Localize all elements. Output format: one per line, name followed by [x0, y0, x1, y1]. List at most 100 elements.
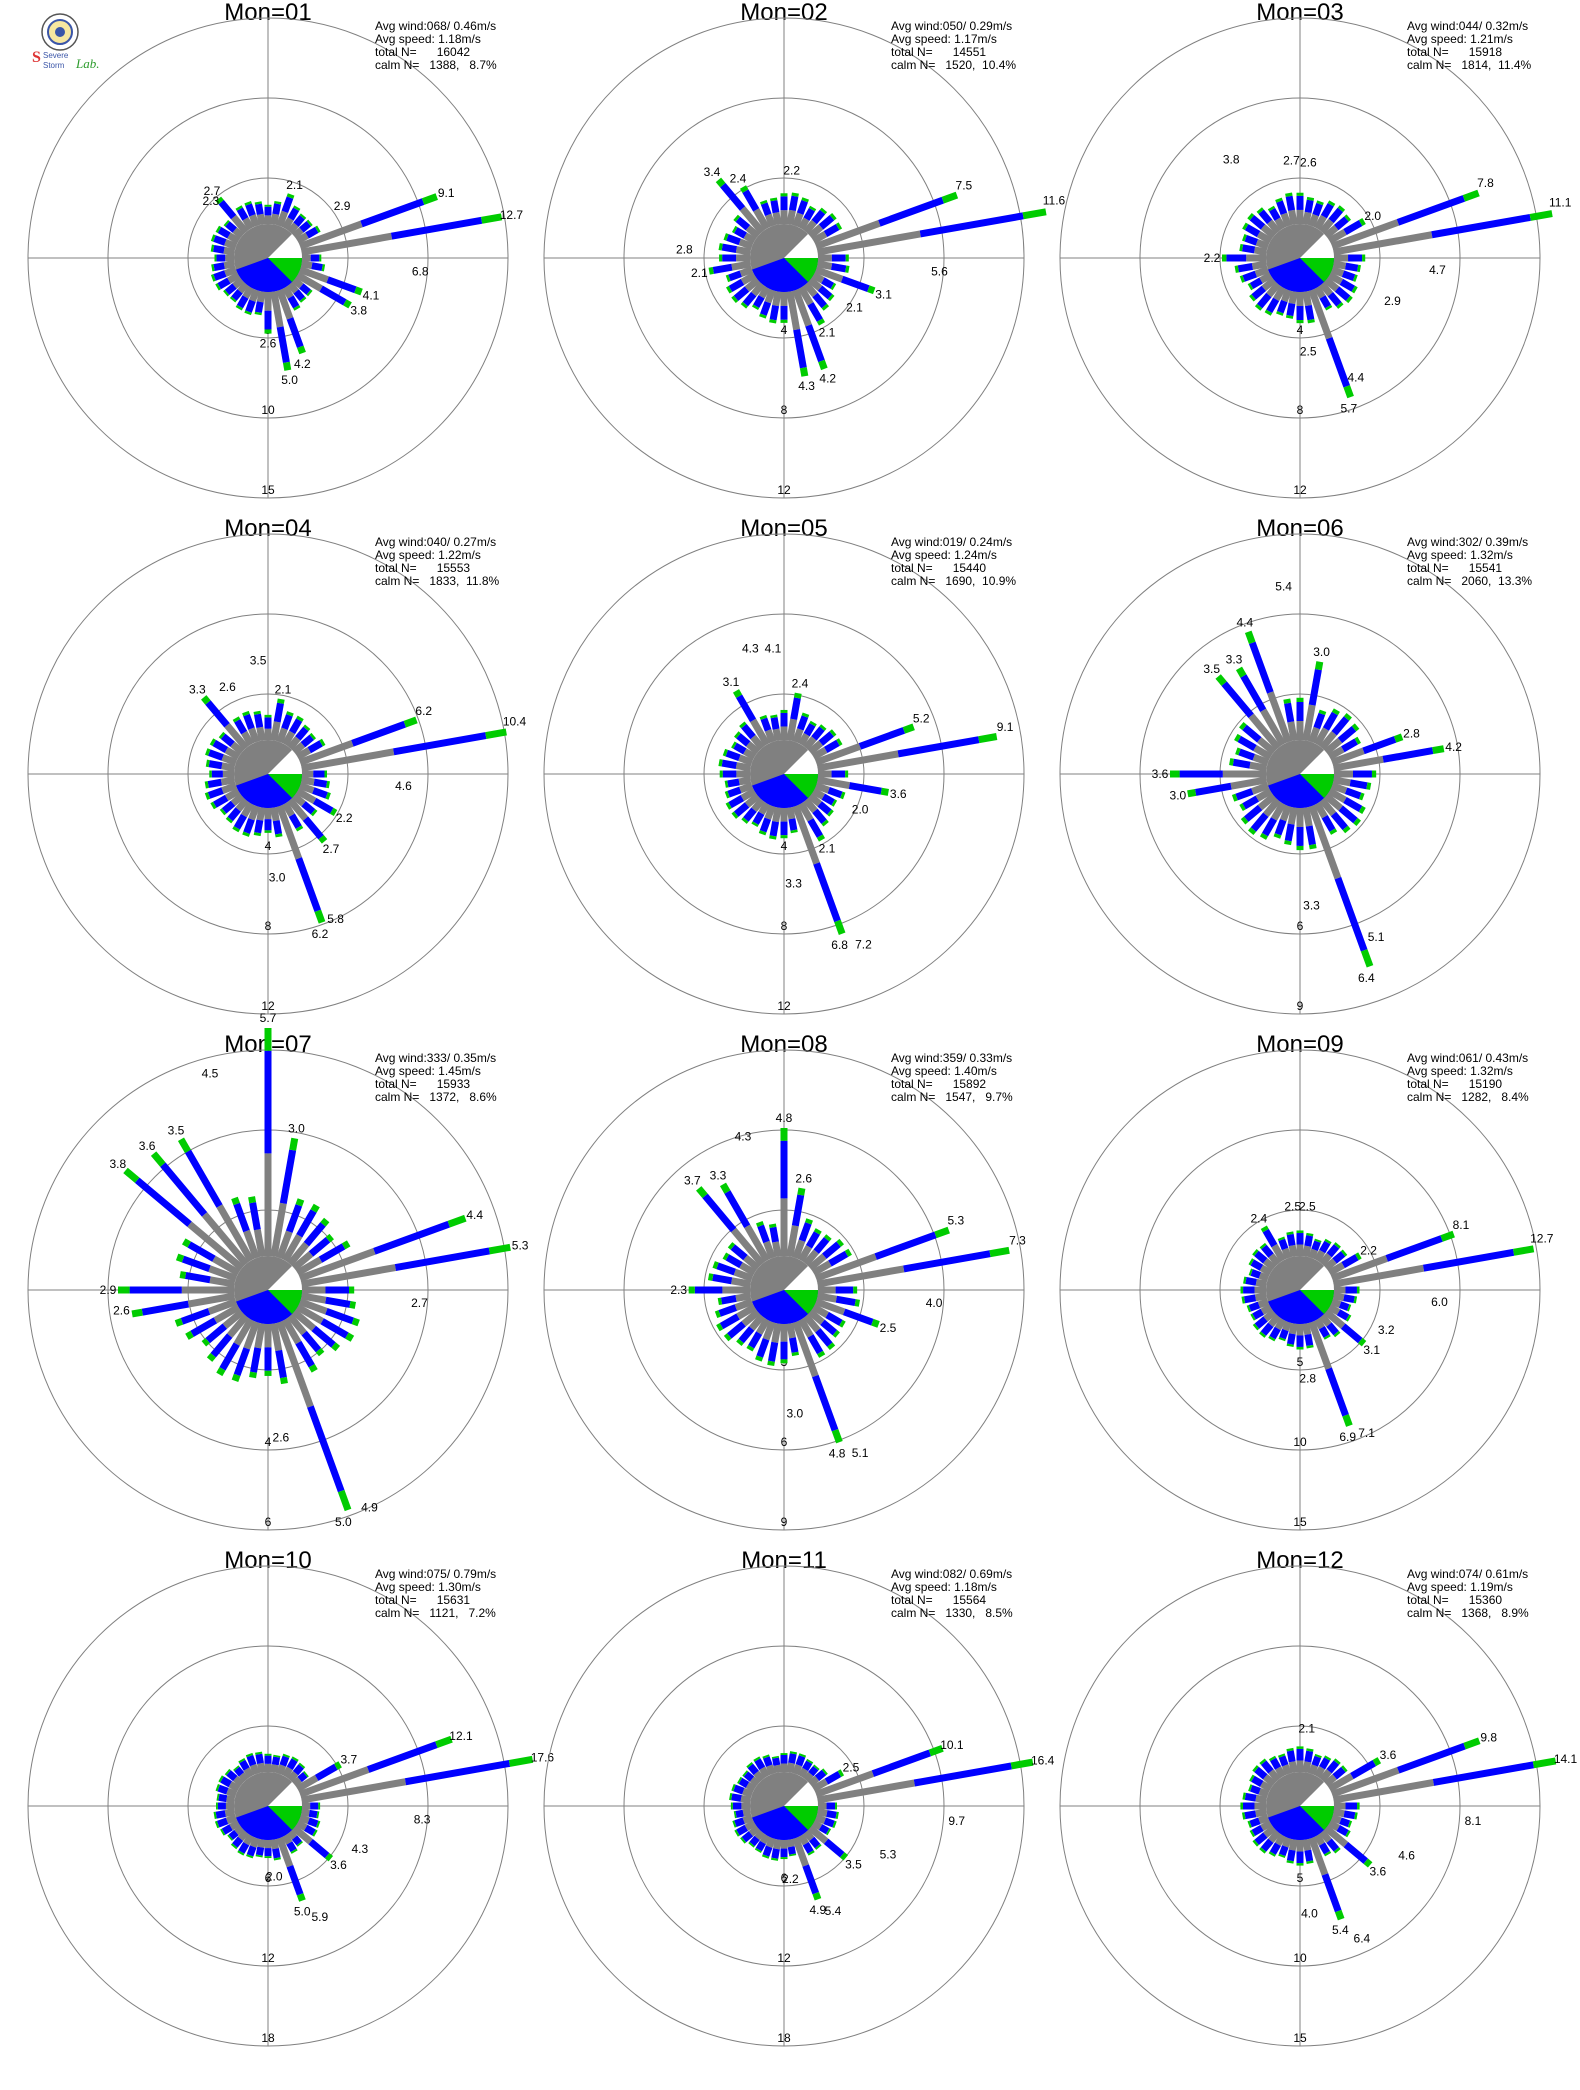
petal-segment-high — [821, 819, 829, 827]
petal-segment-mid — [919, 212, 1024, 238]
petal-segment-mid — [803, 722, 816, 737]
petal-segment-low — [1330, 266, 1345, 277]
petal-segment-low — [1287, 806, 1298, 825]
petal-value-label: 5.4 — [1275, 580, 1292, 594]
petal-segment-high — [1307, 319, 1315, 324]
petal-segment-low — [1259, 1780, 1273, 1793]
petal-segment-low — [764, 213, 776, 228]
petal-segment-high — [296, 1841, 303, 1847]
petal-segment-mid — [1313, 712, 1326, 730]
petal-segment-mid — [272, 820, 283, 835]
petal-segment-mid — [279, 1755, 290, 1767]
petal-segment-mid — [1343, 1810, 1356, 1820]
petal-value-label: 2.6 — [1300, 155, 1317, 169]
petal-segment-mid — [236, 207, 249, 221]
petal-segment-high — [941, 191, 959, 204]
petal-segment-low — [1260, 708, 1287, 747]
petal-value-label: 4.6 — [395, 779, 412, 793]
petal-segment-low — [1279, 804, 1292, 822]
petal-segment-low — [248, 727, 260, 744]
petal-segment-low — [221, 782, 238, 794]
petal-segment-mid — [141, 1300, 190, 1316]
petal-segment-mid — [1242, 270, 1258, 282]
petal-segment-high — [718, 759, 723, 767]
petal-segment-mid — [848, 782, 882, 795]
petal-segment-mid — [1305, 825, 1316, 846]
petal-segment-low — [226, 1795, 236, 1804]
petal-segment-mid — [303, 1824, 316, 1836]
petal-segment-mid — [187, 1241, 216, 1262]
petal-segment-low — [816, 260, 833, 270]
petal-value-label: 12.7 — [1530, 1232, 1554, 1246]
petal-segment-mid — [811, 209, 826, 225]
calm-wedge-white — [784, 1265, 818, 1290]
petal-segment-mid — [812, 1374, 839, 1432]
petal-segment-mid — [205, 700, 230, 728]
petal-segment-low — [209, 1276, 236, 1288]
petal-segment-mid — [733, 802, 750, 817]
petal-segment-high — [769, 319, 777, 324]
petal-segment-high — [719, 1182, 731, 1194]
petal-segment-mid — [1249, 1817, 1261, 1828]
petal-segment-mid — [823, 1838, 845, 1858]
petal-segment-low — [1313, 1766, 1326, 1779]
petal-segment-high — [201, 1337, 210, 1347]
petal-value-label: 2.1 — [1298, 1722, 1315, 1736]
petal-segment-high — [235, 304, 243, 311]
petal-segment-mid — [742, 291, 757, 307]
petal-segment-mid — [351, 720, 407, 747]
ring-label: 15 — [1293, 2031, 1307, 2045]
petal-segment-mid — [213, 270, 227, 281]
petal-segment-mid — [727, 1321, 746, 1339]
petal-segment-low — [1275, 1766, 1287, 1779]
petal-segment-high — [1318, 709, 1327, 716]
petal-segment-high — [731, 741, 737, 749]
lab-logo: S Severe Storm Lab. — [30, 10, 120, 80]
petal-segment-mid — [217, 226, 231, 239]
petal-segment-high — [310, 809, 318, 817]
petal-segment-mid — [760, 202, 772, 216]
petal-segment-mid — [752, 811, 765, 825]
petal-segment-low — [811, 1260, 832, 1277]
petal-value-label: 2.5 — [1300, 345, 1317, 359]
petal-segment-mid — [823, 739, 840, 753]
petal-segment-low — [1330, 219, 1400, 250]
petal-segment-mid — [796, 199, 808, 215]
petal-segment-mid — [1276, 200, 1288, 216]
petal-segment-high — [206, 1353, 216, 1362]
petal-segment-low — [772, 290, 782, 307]
petal-value-label: 5.1 — [1368, 930, 1385, 944]
petal-segment-mid — [1248, 1301, 1261, 1312]
petal-segment-high — [928, 1745, 944, 1757]
petal-segment-low — [750, 718, 771, 747]
petal-segment-high — [314, 909, 326, 924]
petal-segment-low — [224, 722, 249, 751]
petal-segment-low — [238, 1772, 249, 1783]
petal-segment-high — [1235, 747, 1241, 756]
petal-segment-mid — [802, 1760, 813, 1772]
stats-block: Avg wind:082/ 0.69m/s Avg speed: 1.18m/s t… — [891, 1568, 1013, 1620]
petal-segment-high — [246, 1854, 254, 1859]
stat-calm-n: calm N= 1372, 8.6% — [375, 1090, 497, 1104]
petal-segment-low — [811, 787, 826, 800]
petal-segment-low — [221, 762, 236, 772]
petal-segment-high — [1256, 207, 1264, 214]
logo-text-tertiary: Lab. — [75, 56, 99, 71]
petal-segment-low — [300, 748, 395, 772]
petal-segment-mid — [1362, 736, 1397, 755]
calm-wedge-green — [268, 258, 302, 283]
petal-segment-high — [758, 830, 767, 836]
petal-segment-mid — [1270, 1757, 1282, 1770]
petal-segment-mid — [234, 718, 248, 735]
petal-value-label: 3.1 — [1363, 1343, 1380, 1357]
petal-value-label: 2.1 — [819, 325, 836, 339]
ring-label: 6 — [781, 1435, 788, 1449]
petal-segment-high — [1254, 303, 1263, 311]
petal-segment-high — [1252, 1323, 1260, 1331]
petal-segment-mid — [1242, 795, 1260, 810]
petal-segment-mid — [793, 328, 807, 369]
petal-segment-mid — [1336, 1309, 1350, 1321]
petal-segment-high — [817, 1350, 826, 1358]
petal-segment-high — [219, 808, 227, 816]
petal-segment-low — [749, 1776, 761, 1787]
